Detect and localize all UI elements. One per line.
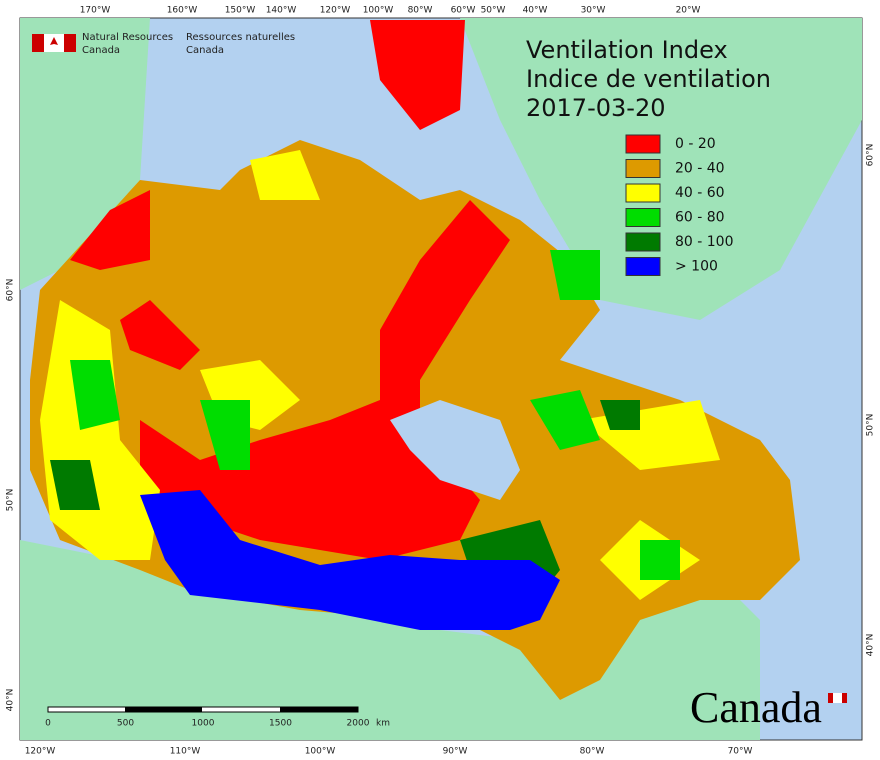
lon-label: 20°W	[676, 6, 701, 16]
lon-label: 60°W	[451, 6, 476, 16]
zone-0-20-b	[70, 20, 465, 370]
wordmark-flag	[828, 693, 847, 703]
lon-label: 160°W	[167, 6, 198, 16]
scale-label: 0	[45, 719, 51, 729]
flag-bar	[842, 693, 847, 703]
lat-label: 50°N	[6, 489, 16, 512]
scale-bar	[47, 706, 359, 713]
lat-label: 40°N	[6, 689, 16, 712]
scale-unit: km	[376, 719, 390, 729]
lon-label: 120°W	[320, 6, 351, 16]
lat-label: 60°N	[866, 144, 876, 167]
lon-label: 50°W	[481, 6, 506, 16]
lon-label: 170°W	[80, 6, 111, 16]
legend-label: 0 - 20	[675, 136, 716, 152]
legend-label: 40 - 60	[675, 185, 725, 201]
scale-label: 1000	[192, 719, 215, 729]
legend-swatch	[625, 183, 661, 203]
lon-label: 40°W	[523, 6, 548, 16]
lon-label: 150°W	[225, 6, 256, 16]
lon-label: 100°W	[363, 6, 394, 16]
legend-swatch	[625, 134, 661, 154]
agency-en: Natural Resources	[82, 32, 173, 43]
lon-label: 100°W	[305, 747, 336, 757]
legend-swatch	[625, 257, 661, 276]
scale-bar-seg	[125, 707, 202, 712]
flag-icon	[32, 34, 76, 52]
scale-bar-seg	[280, 707, 358, 712]
map-title: Indice de ventilation	[526, 65, 771, 93]
canada-index	[30, 20, 800, 700]
lon-label: 80°W	[580, 747, 605, 757]
zone-over-100	[140, 490, 560, 630]
agency-fr: Ressources naturelles	[186, 32, 295, 43]
legend-swatch	[625, 159, 661, 178]
lat-label: 40°N	[866, 634, 876, 657]
legend-label: > 100	[675, 259, 718, 275]
legend-label: 20 - 40	[675, 161, 725, 177]
greenland	[460, 18, 862, 320]
map-title: Ventilation Index	[526, 36, 728, 64]
alaska	[20, 18, 150, 290]
agency-en: Canada	[82, 45, 120, 56]
flag-bar	[32, 34, 44, 52]
hudson-bay	[390, 400, 520, 500]
flag-center	[833, 693, 842, 703]
zone-60-80	[70, 250, 680, 580]
scale-label: 1500	[269, 719, 292, 729]
lon-label: 80°W	[408, 6, 433, 16]
legend-label: 80 - 100	[675, 234, 734, 250]
scale-label: 500	[117, 719, 134, 729]
wordmark: Canada	[690, 683, 822, 732]
agency-fr: Canada	[186, 45, 224, 56]
lon-label: 140°W	[266, 6, 297, 16]
lat-label: 50°N	[866, 414, 876, 437]
flag-leaf	[50, 37, 58, 45]
flag-bar	[64, 34, 76, 52]
lon-label: 90°W	[443, 747, 468, 757]
lon-label: 110°W	[170, 747, 201, 757]
lon-label: 70°W	[728, 747, 753, 757]
lon-label: 120°W	[25, 747, 56, 757]
legend-swatch	[625, 208, 661, 227]
flag-bar	[828, 693, 833, 703]
legend-swatch	[625, 232, 661, 252]
lat-label: 60°N	[6, 279, 16, 302]
legend-label: 60 - 80	[675, 210, 725, 226]
map-title: 2017-03-20	[526, 94, 665, 122]
scale-label: 2000	[347, 719, 370, 729]
lon-label: 30°W	[581, 6, 606, 16]
